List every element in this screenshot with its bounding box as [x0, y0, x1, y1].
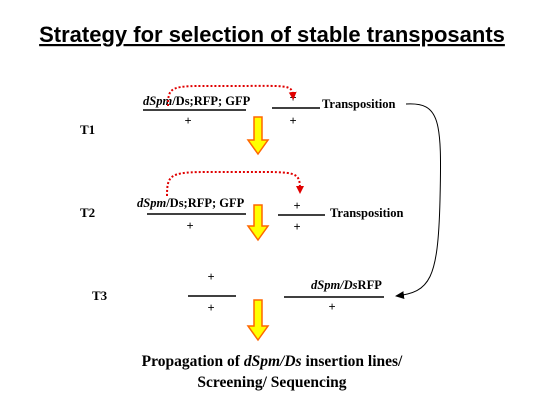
allele: +	[207, 270, 214, 284]
down-arrow	[246, 204, 270, 242]
connector-arrow	[395, 103, 442, 300]
title: Strategy for selection of stable transpo…	[39, 22, 505, 47]
event-label: Transposition	[322, 97, 395, 111]
down-arrow	[246, 299, 270, 342]
allele: +	[293, 220, 300, 234]
down-arrow	[246, 116, 270, 156]
allele: +	[293, 199, 300, 213]
genotype: dSpm/DsRFP	[311, 278, 382, 292]
generation-label: T2	[80, 205, 95, 220]
genotype-part: dSpm	[137, 196, 166, 210]
allele: +	[289, 114, 296, 128]
allele: +	[207, 301, 214, 315]
genotype-part: dSpm/Ds	[311, 278, 358, 292]
footer-line: Propagation of dSpm/Ds insertion lines/	[142, 353, 403, 370]
genotype-part: RFP	[358, 278, 383, 292]
genotype-part: /Ds;RFP; GFP	[171, 94, 250, 108]
genotype: dSpm/Ds;RFP; GFP	[137, 196, 245, 210]
transposition-arrow	[166, 170, 304, 197]
transposition-arrow	[167, 84, 297, 107]
genotype-part: dSpm	[143, 94, 172, 108]
generation-label: T3	[92, 288, 108, 303]
footer-part: Propagation of	[142, 353, 244, 370]
footer-part: dSpm/Ds	[244, 353, 302, 370]
genotype-part: /Ds;RFP; GFP	[165, 196, 244, 210]
generation-label: T1	[80, 122, 95, 137]
allele: +	[186, 219, 193, 233]
allele: +	[184, 114, 191, 128]
allele: +	[328, 300, 335, 314]
event-label: Transposition	[330, 206, 403, 220]
footer-part: insertion lines/	[302, 353, 403, 370]
footer-line: Screening/ Sequencing	[197, 374, 346, 391]
genotype: dSpm/Ds;RFP; GFP	[143, 94, 251, 108]
